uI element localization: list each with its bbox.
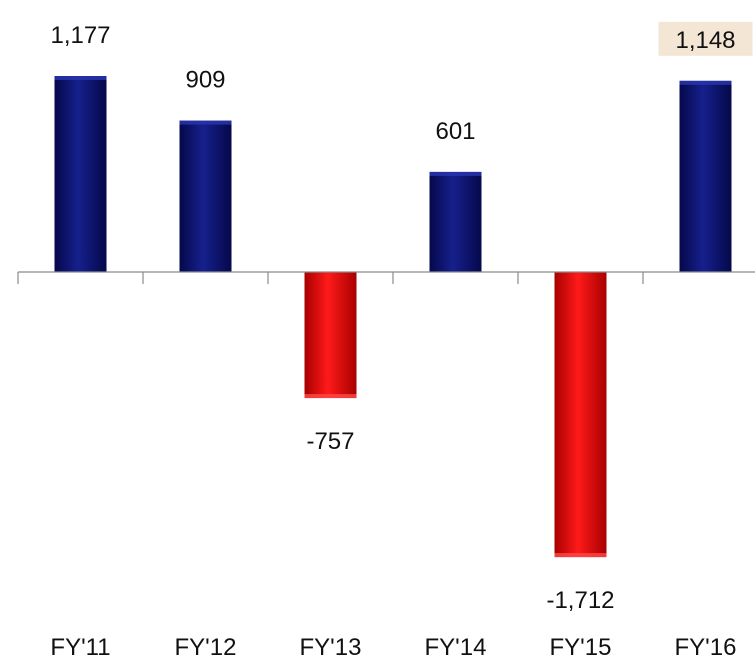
bar-bevel <box>179 120 232 125</box>
category-label: FY'13 <box>300 634 362 661</box>
category-label: FY'15 <box>550 634 612 661</box>
bar-bevel <box>429 171 482 176</box>
category-label: FY'14 <box>425 634 487 661</box>
bar-fy14 <box>429 171 482 272</box>
category-label: FY'16 <box>675 634 737 661</box>
category-label: FY'12 <box>175 634 237 661</box>
bar-fy16 <box>679 80 732 272</box>
data-label: 1,177 <box>50 22 110 49</box>
data-label: -1,712 <box>546 587 614 614</box>
bar-fy13 <box>304 272 357 399</box>
data-labels: 1,177 909 -757 601 -1,712 1,148 <box>50 21 753 614</box>
data-label: 601 <box>435 118 475 145</box>
highlighted-label-background <box>658 21 753 56</box>
data-label: 909 <box>185 67 225 94</box>
bar-bevel <box>554 553 607 558</box>
category-label: FY'11 <box>50 634 110 661</box>
data-label: 1,148 <box>675 27 735 54</box>
category-tick-labels: FY'11 FY'12 FY'13 FY'14 FY'15 FY'16 <box>50 634 736 661</box>
bar-fy11 <box>54 76 107 272</box>
bar-bevel <box>54 76 107 80</box>
x-axis <box>17 271 755 284</box>
data-label: -757 <box>306 428 354 455</box>
bar-fy15 <box>554 272 607 558</box>
bar-bevel <box>679 80 732 85</box>
bar-fy12 <box>179 120 232 272</box>
bars-layer <box>54 76 732 558</box>
bar-bevel <box>304 394 357 399</box>
